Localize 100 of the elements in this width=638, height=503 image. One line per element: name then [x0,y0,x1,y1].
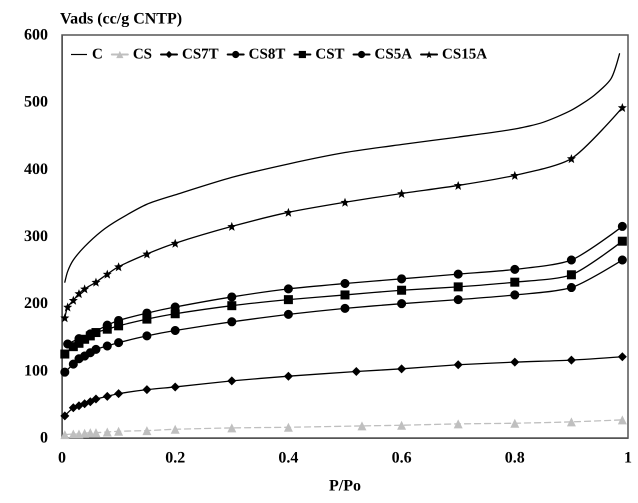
point [91,344,100,354]
point [60,313,70,322]
point [397,286,406,295]
point [618,103,627,112]
point [618,222,627,231]
point [142,426,152,436]
point [510,170,520,180]
point [397,274,406,284]
point [227,222,236,231]
point [114,426,124,436]
point [170,326,180,336]
x-tick-label: 0.6 [392,450,412,466]
point [454,180,463,190]
point [142,385,152,394]
point [60,350,70,359]
point [227,317,236,326]
y-tick-label: 200 [24,295,48,312]
point [284,372,293,381]
y-tick-label: 500 [24,94,48,111]
legend-label: CS15A [442,46,488,62]
x-axis-title: P/Po [329,478,361,494]
point [284,295,293,304]
point [102,341,112,350]
legend-label: CS8T [248,46,286,62]
x-tick-label: 0.8 [504,450,525,466]
point [454,270,463,279]
point [357,421,366,430]
point [74,289,84,298]
point [510,264,520,274]
point [60,430,70,440]
point [618,415,627,424]
point [454,295,463,304]
point [397,420,406,430]
point [340,198,350,207]
point [284,310,293,319]
point [86,397,95,406]
point [102,270,112,279]
x-tick-label: 0 [58,450,66,466]
x-tick-label: 0.4 [278,450,298,466]
point [618,236,627,246]
legend-label: CS [132,46,152,62]
point [340,304,350,313]
point [227,423,236,432]
legend-label: C [92,46,103,62]
point [170,424,180,434]
point [142,249,152,258]
point [68,360,78,369]
point [227,301,236,310]
point [510,290,520,300]
point [63,302,72,312]
point [80,399,90,408]
point [566,256,576,265]
point [566,356,576,365]
y-tick-label: 600 [24,26,48,44]
point [91,394,100,404]
point [566,283,576,292]
point [618,256,627,265]
point [340,279,350,288]
point [352,367,361,376]
y-tick-label: 100 [24,362,48,380]
y-tick-label: 300 [24,228,48,245]
point [80,284,90,294]
point [454,360,463,370]
point [618,352,627,362]
point [91,278,100,287]
point [114,338,124,348]
point [566,417,576,426]
point [60,411,70,420]
point [114,389,124,398]
point [510,418,520,428]
point [510,358,520,367]
point [454,282,463,292]
point [102,392,112,401]
point [170,382,180,392]
point [397,364,406,374]
point [142,331,152,340]
point [510,278,520,287]
point [227,292,236,302]
legend-label: CS5A [374,46,412,62]
point [63,339,72,348]
point [397,299,406,308]
point [284,284,293,294]
x-tick-label: 0.2 [165,450,186,466]
point [227,376,236,386]
point [74,401,84,410]
point [60,368,70,377]
y-tick-label: 0 [40,430,48,446]
y-tick-label: 400 [24,160,48,178]
point [170,238,180,248]
point [566,154,576,164]
point [454,419,463,428]
point [340,290,350,300]
y-axis-title: Vads (cc/g CNTP) [60,10,182,28]
x-tick-label: 1 [624,450,632,466]
point [102,427,112,436]
point [114,262,124,272]
point [68,296,78,305]
point [566,270,576,280]
point [284,422,293,432]
point [68,403,78,412]
